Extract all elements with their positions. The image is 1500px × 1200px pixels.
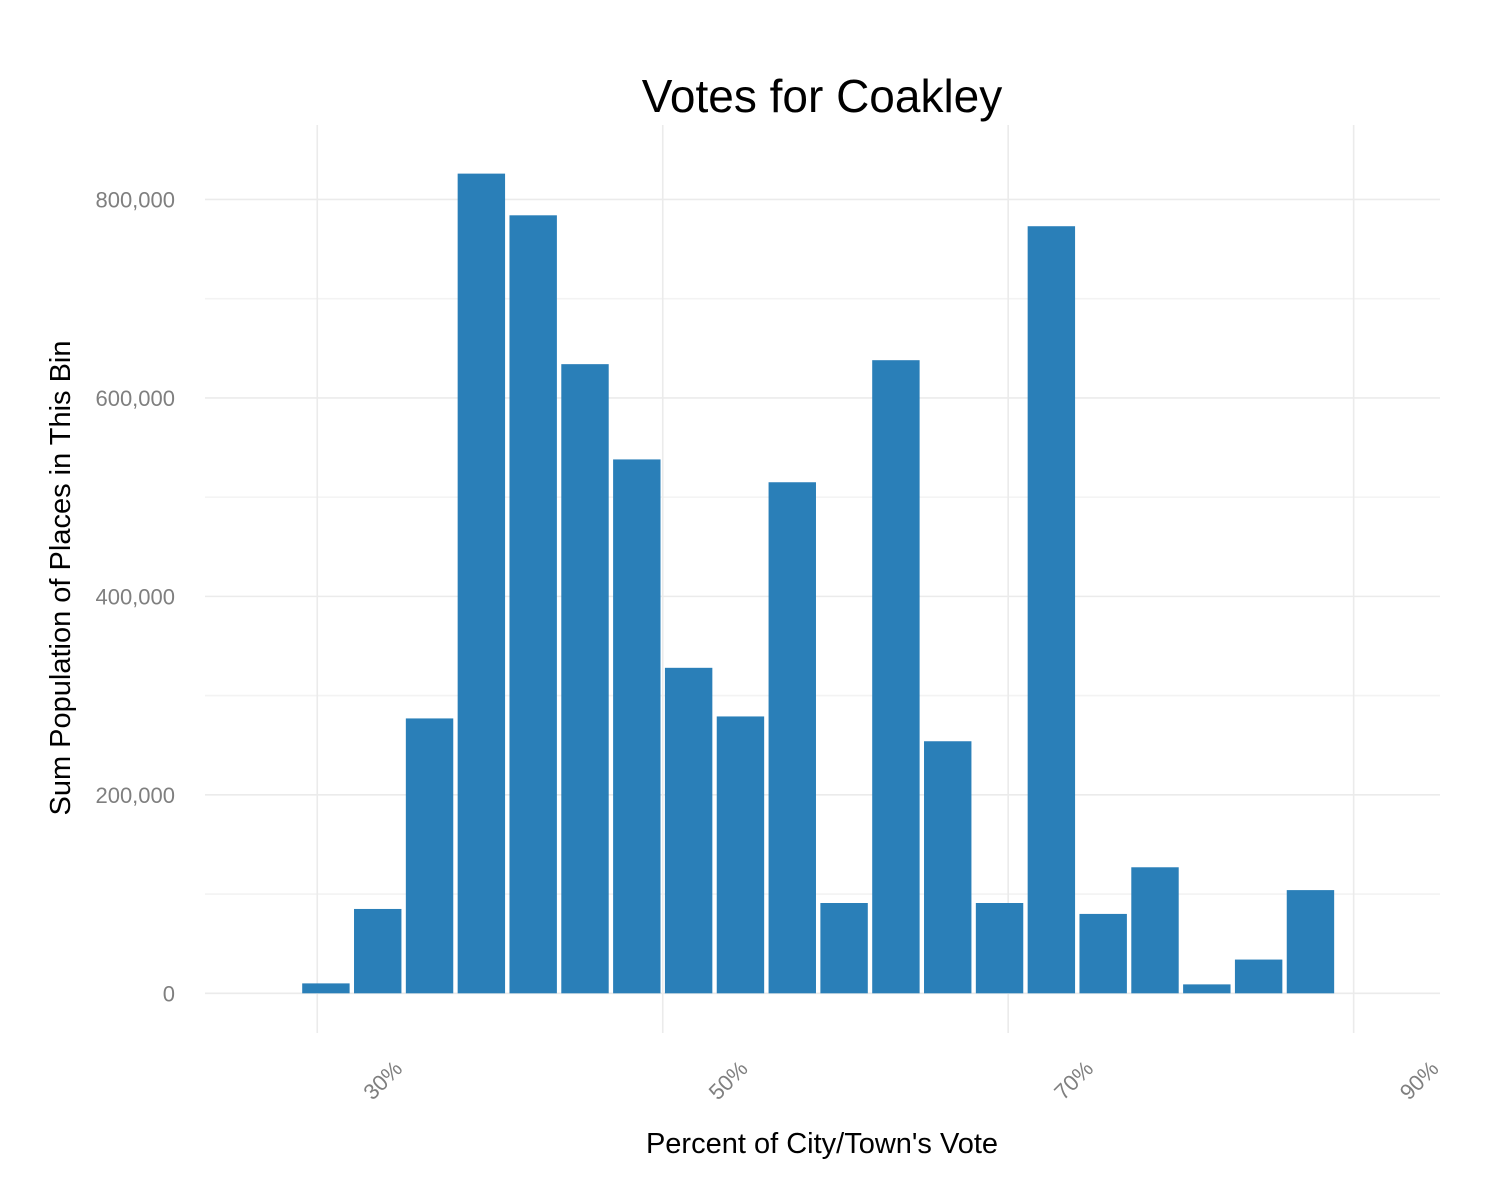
bar-10 (820, 903, 868, 994)
bar-6 (613, 459, 661, 994)
bar-0 (302, 983, 350, 994)
bar-15 (1079, 913, 1127, 994)
bar-2 (405, 718, 454, 994)
x-tick-label: 50% (704, 1056, 753, 1105)
bar-5 (561, 364, 609, 994)
bar-3 (457, 173, 506, 994)
bars (302, 173, 1335, 994)
bar-8 (716, 716, 765, 994)
bar-18 (1234, 959, 1283, 994)
bar-14 (1027, 226, 1076, 994)
x-tick-label: 70% (1049, 1056, 1098, 1105)
y-tick-label: 400,000 (95, 584, 175, 609)
bar-16 (1131, 867, 1179, 994)
bar-1 (354, 908, 402, 994)
y-tick-label: 600,000 (95, 386, 175, 411)
bar-17 (1183, 984, 1231, 994)
bar-12 (924, 741, 972, 994)
grid-lines (205, 125, 1440, 1033)
x-tick-label: 90% (1395, 1056, 1444, 1105)
bar-4 (509, 215, 557, 994)
y-tick-label: 800,000 (95, 187, 175, 212)
bar-19 (1286, 890, 1335, 994)
y-tick-label: 0 (163, 981, 175, 1006)
y-axis-label: Sum Population of Places in This Bin (45, 340, 77, 815)
bar-13 (975, 903, 1024, 994)
x-axis-label: Percent of City/Town's Vote (646, 1128, 998, 1160)
y-axis-ticks: 0 200,000 400,000 600,000 800,000 (95, 187, 175, 1006)
bar-9 (768, 482, 816, 994)
x-tick-label: 30% (358, 1056, 407, 1105)
y-tick-label: 200,000 (95, 783, 175, 808)
x-axis-ticks: 30% 50% 70% 90% (358, 1056, 1443, 1105)
chart-title: Votes for Coakley (642, 70, 1003, 122)
bar-7 (664, 667, 713, 994)
bar-11 (872, 360, 920, 994)
